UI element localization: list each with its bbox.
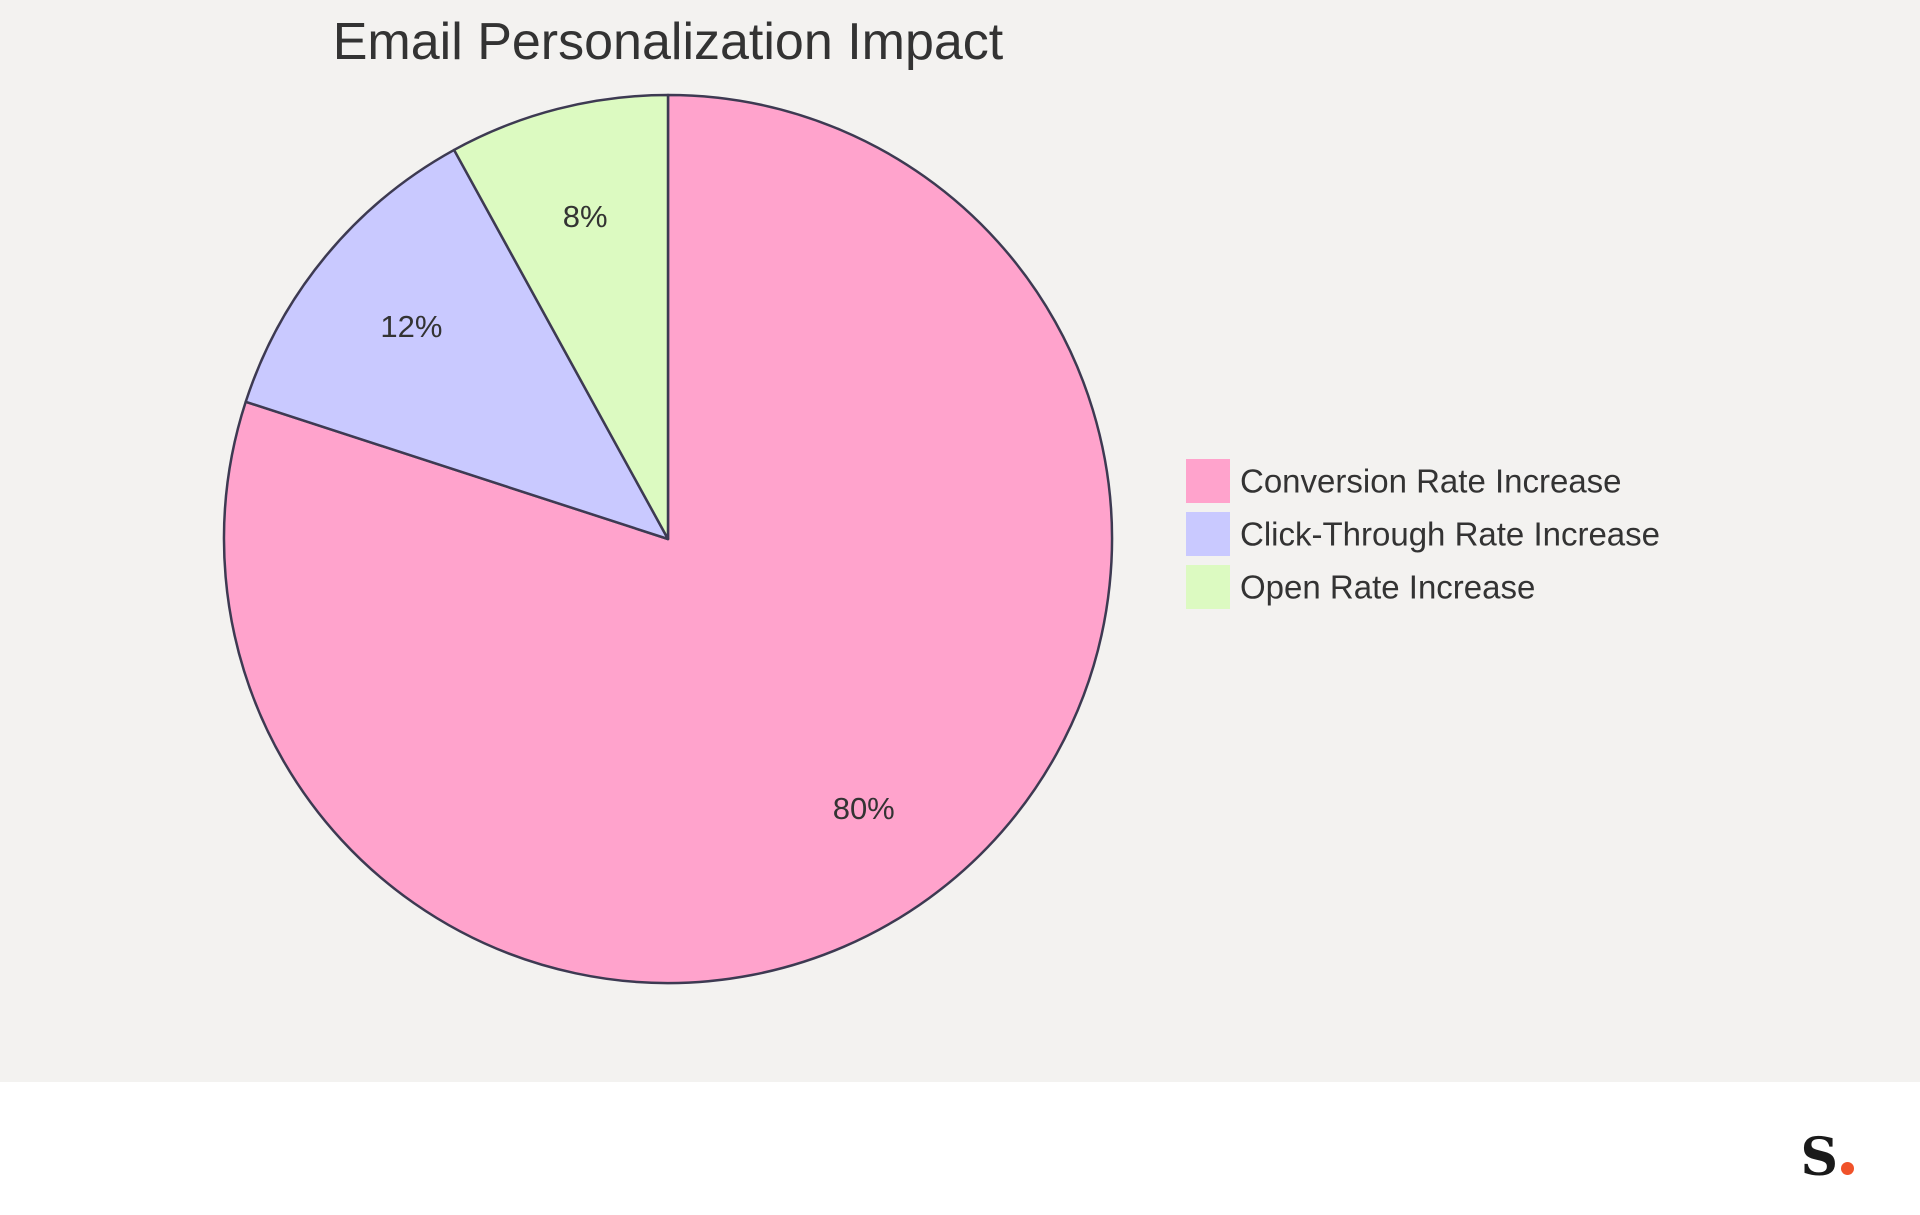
pie-slice-label-2: 12% [380, 309, 442, 344]
chart-panel: Email Personalization Impact 80% 12% 8% Co… [0, 0, 1920, 1082]
footer: S [0, 1082, 1920, 1215]
legend-item-2: Click-Through Rate Increase [1186, 512, 1660, 556]
legend-swatch-3 [1186, 565, 1230, 609]
legend-label-2: Click-Through Rate Increase [1240, 516, 1660, 553]
brand-logo-letter: S [1800, 1127, 1838, 1188]
legend-swatch-2 [1186, 512, 1230, 556]
pie-slice-label-3: 8% [563, 199, 608, 234]
pie-slice-label-1: 80% [833, 791, 895, 826]
pie-slice-2 [244, 148, 670, 541]
brand-logo: S [1800, 1132, 1854, 1184]
legend-item-3: Open Rate Increase [1186, 565, 1535, 609]
legend-swatch-1 [1186, 459, 1230, 503]
legend-item-1: Conversion Rate Increase [1186, 459, 1622, 503]
legend: Conversion Rate Increase Click-Through Ra… [1186, 459, 1660, 609]
legend-label-3: Open Rate Increase [1240, 569, 1535, 606]
chart-title: Email Personalization Impact [333, 13, 1004, 71]
brand-dot-icon [1841, 1162, 1854, 1175]
legend-label-1: Conversion Rate Increase [1240, 463, 1622, 500]
pie-slice-labels: 80% 12% 8% [380, 199, 894, 826]
pie-chart: Email Personalization Impact 80% 12% 8% Co… [222, 13, 1660, 985]
pie-slice-3 [452, 93, 670, 541]
pie-slices [222, 93, 1114, 985]
